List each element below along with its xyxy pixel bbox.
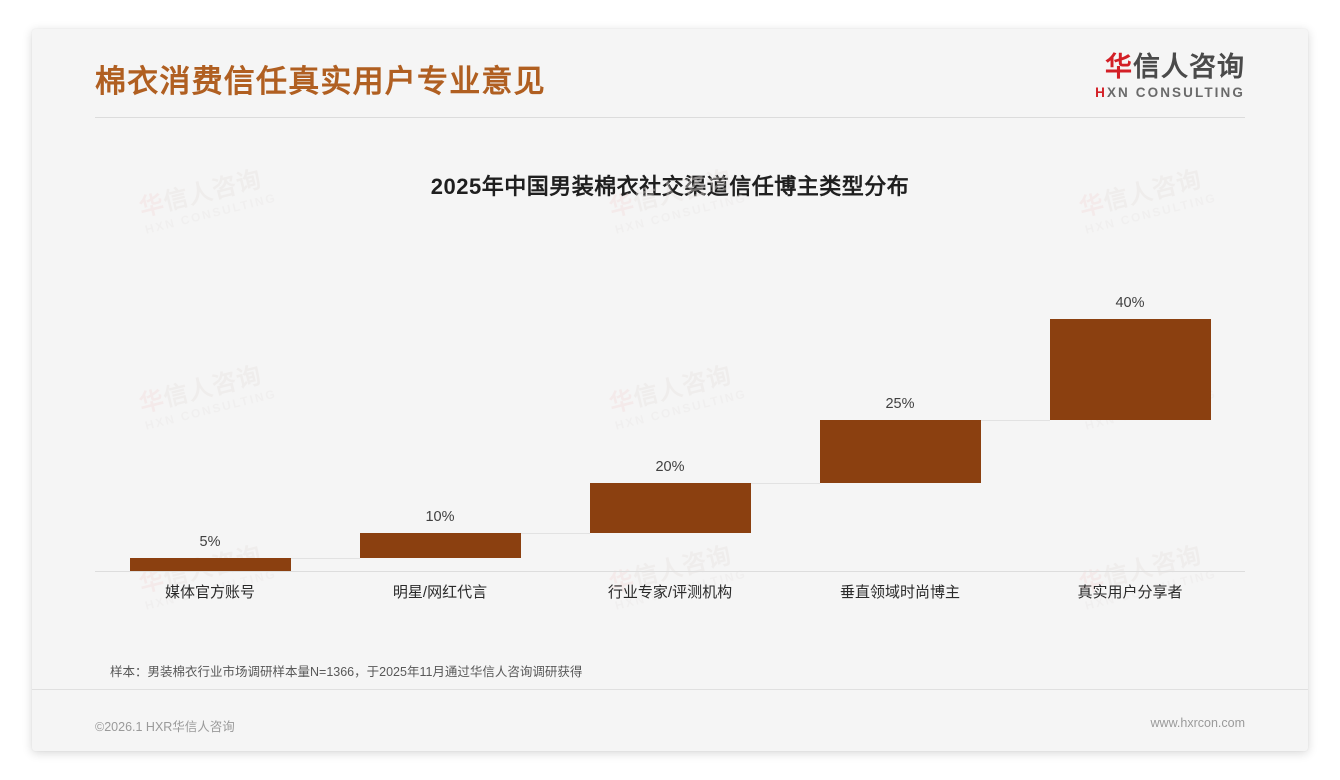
chart-bar[interactable] [819,419,981,483]
chart-bar-value-label: 5% [199,534,221,551]
chart-plot-area: 5% 10% 20% 25% 40% [95,209,1245,589]
footer-website: www.hxrcon.com [1150,716,1245,730]
footer-divider [32,689,1308,690]
slide-card: 棉衣消费信任真实用户专业意见 华信人咨询 HXN CONSULTING 2025… [32,29,1308,751]
brand-logo-en: HXN CONSULTING [1095,86,1245,100]
brand-logo-cn-rest: 信人咨询 [1133,52,1245,82]
chart-category-labels: 媒体官方账号 明星/网红代言 行业专家/评测机构 垂直领域时尚博主 真实用户分享者 [95,581,1245,611]
brand-logo-cn: 华信人咨询 [1095,54,1245,81]
chart-bar[interactable] [129,558,291,571]
chart-category-label: 垂直领域时尚博主 [839,584,960,601]
chart-bar-value-label: 25% [885,395,915,412]
chart-bar-value-label: 20% [655,458,685,475]
slide-footer: ©2026.1 HXR华信人咨询 www.hxrcon.com [32,689,1308,751]
chart-bar-value-label: 40% [1115,295,1145,311]
chart-bar[interactable] [359,533,521,559]
brand-logo-en-lead: H [1095,85,1107,100]
brand-logo-en-rest: XN CONSULTING [1106,85,1245,100]
chart-title: 2025年中国男装棉衣社交渠道信任博主类型分布 [430,174,910,199]
chart-footnote: 样本：男装棉衣行业市场调研样本量N=1366，于2025年11月通过华信人咨询调… [110,665,583,679]
chart-connector-line [290,558,360,560]
chart-connector-line [980,419,1050,421]
header-divider [95,117,1245,118]
chart-bar[interactable] [1049,319,1211,420]
chart-category-label: 行业专家/评测机构 [607,584,733,601]
chart-category-label: 真实用户分享者 [1077,584,1183,601]
chart-axis-line [95,571,1245,572]
page-title: 棉衣消费信任真实用户专业意见 [95,64,546,99]
chart-connector-line [750,482,820,484]
chart-connector-line [520,533,590,535]
chart-category-label: 媒体官方账号 [164,584,255,601]
brand-logo-cn-lead: 华 [1105,52,1133,82]
chart-category-label: 明星/网红代言 [392,584,488,601]
chart-bar-value-label: 10% [425,509,455,526]
slide-header: 棉衣消费信任真实用户专业意见 华信人咨询 HXN CONSULTING [32,29,1308,117]
footer-copyright: ©2026.1 HXR华信人咨询 [95,720,235,734]
chart-bar[interactable] [589,482,751,534]
brand-logo: 华信人咨询 HXN CONSULTING [1095,54,1245,100]
